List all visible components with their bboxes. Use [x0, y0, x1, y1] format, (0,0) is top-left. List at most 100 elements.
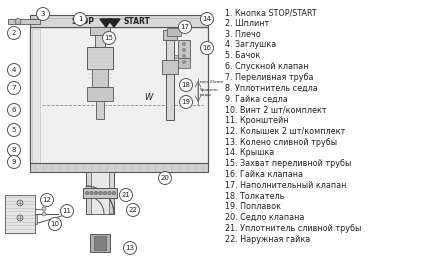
Bar: [32, 29, 40, 163]
Text: 13: 13: [126, 245, 135, 251]
Text: 12. Колышек 2 шт/комплект: 12. Колышек 2 шт/комплект: [225, 127, 345, 136]
Text: 17. Наполнительный клапан: 17. Наполнительный клапан: [225, 181, 347, 190]
Circle shape: [17, 200, 23, 206]
Text: 15: 15: [104, 35, 114, 41]
Circle shape: [49, 218, 61, 231]
Text: 11: 11: [62, 208, 71, 214]
Text: 7. Переливная труба: 7. Переливная труба: [225, 73, 313, 82]
Circle shape: [99, 191, 102, 195]
Bar: [8, 19, 40, 24]
Circle shape: [74, 12, 86, 25]
Text: 9: 9: [12, 159, 16, 165]
Bar: [94, 236, 106, 250]
Circle shape: [7, 63, 21, 76]
Bar: [30, 163, 208, 172]
Bar: [90, 27, 110, 35]
Text: 22. Наружная гайка: 22. Наружная гайка: [225, 235, 310, 244]
Circle shape: [103, 191, 107, 195]
Text: 8. Уплотнитель седла: 8. Уплотнитель седла: [225, 84, 318, 93]
Circle shape: [178, 21, 191, 34]
Text: 21. Уплотнитель сливной трубы: 21. Уплотнитель сливной трубы: [225, 224, 361, 233]
Bar: [163, 30, 177, 40]
Circle shape: [112, 191, 116, 195]
Circle shape: [182, 49, 185, 51]
Text: 13. Колено сливной трубы: 13. Колено сливной трубы: [225, 138, 337, 147]
Bar: [87, 47, 113, 69]
Text: 14: 14: [203, 16, 212, 22]
Text: 10: 10: [50, 221, 59, 227]
Bar: [96, 101, 104, 119]
Circle shape: [7, 155, 21, 168]
Circle shape: [85, 191, 89, 195]
Bar: [35, 214, 37, 224]
Circle shape: [120, 188, 132, 202]
Circle shape: [90, 191, 93, 195]
Text: 18. Толкатель: 18. Толкатель: [225, 192, 284, 201]
Text: STOP: STOP: [72, 16, 95, 25]
Circle shape: [182, 55, 185, 57]
Polygon shape: [108, 19, 120, 27]
Text: START: START: [123, 16, 150, 25]
Circle shape: [200, 12, 214, 25]
Text: 19: 19: [181, 99, 190, 105]
Circle shape: [42, 207, 46, 211]
Circle shape: [7, 144, 21, 157]
Text: 14. Крышка: 14. Крышка: [225, 148, 274, 157]
Text: 1. Кнопка STOP/START: 1. Кнопка STOP/START: [225, 8, 316, 17]
Circle shape: [179, 79, 193, 92]
Bar: [5, 195, 35, 233]
Circle shape: [40, 193, 53, 206]
Text: 7: 7: [12, 85, 16, 91]
Bar: [174, 55, 179, 58]
Bar: [166, 40, 174, 120]
Text: 5: 5: [12, 127, 16, 133]
Text: 2. Шплинт: 2. Шплинт: [225, 19, 269, 28]
Text: Уровень
воды: Уровень воды: [200, 88, 219, 96]
Text: 20: 20: [160, 175, 169, 181]
Circle shape: [126, 204, 139, 217]
Text: 6. Спускной клапан: 6. Спускной клапан: [225, 62, 308, 71]
Text: min 25mm: min 25mm: [200, 80, 223, 84]
Bar: [30, 15, 208, 27]
Text: 5. Бачок: 5. Бачок: [225, 51, 260, 60]
Circle shape: [182, 42, 185, 46]
Text: 4. Заглушка: 4. Заглушка: [225, 40, 276, 49]
Circle shape: [37, 8, 49, 21]
Text: 10. Винт 2 шт/комплект: 10. Винт 2 шт/комплект: [225, 105, 327, 114]
Bar: [95, 35, 105, 47]
Circle shape: [108, 191, 111, 195]
Bar: [83, 188, 117, 198]
Circle shape: [123, 242, 136, 255]
Text: 6: 6: [12, 107, 16, 113]
Text: 20. Седло клапана: 20. Седло клапана: [225, 213, 304, 222]
Bar: [178, 40, 190, 58]
Bar: [86, 172, 114, 214]
Text: 21: 21: [122, 192, 130, 198]
Circle shape: [7, 103, 21, 116]
Circle shape: [102, 31, 116, 44]
Text: 16: 16: [203, 45, 212, 51]
Circle shape: [7, 81, 21, 94]
Text: 17: 17: [181, 24, 190, 30]
Bar: [162, 60, 178, 74]
Circle shape: [7, 124, 21, 136]
Text: 2: 2: [12, 30, 16, 36]
Bar: [91, 172, 109, 214]
Circle shape: [17, 215, 23, 221]
Polygon shape: [86, 186, 114, 214]
Text: 11. Кронштейн: 11. Кронштейн: [225, 116, 289, 125]
Circle shape: [179, 95, 193, 108]
Bar: [178, 58, 190, 68]
Text: 16. Гайка клапана: 16. Гайка клапана: [225, 170, 303, 179]
Text: 15. Захват переливной трубы: 15. Захват переливной трубы: [225, 159, 351, 168]
Text: 3: 3: [41, 11, 45, 17]
Text: 1: 1: [78, 16, 82, 22]
Text: 19. Поплавок: 19. Поплавок: [225, 202, 281, 211]
Polygon shape: [100, 19, 112, 27]
Circle shape: [61, 205, 74, 218]
Bar: [167, 28, 181, 36]
Text: 8: 8: [12, 147, 16, 153]
Circle shape: [200, 42, 214, 55]
Bar: [90, 234, 110, 252]
Circle shape: [182, 61, 185, 63]
